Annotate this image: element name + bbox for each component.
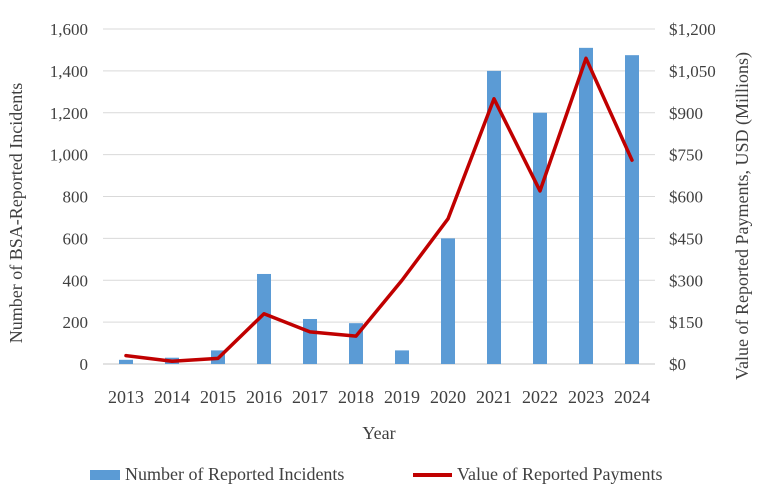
right-axis-tick-label: $450	[669, 229, 703, 248]
legend-bar-swatch-icon	[90, 470, 120, 480]
x-axis-tick-label: 2021	[476, 387, 512, 407]
right-axis-tick-label: $1,050	[669, 62, 716, 81]
left-axis-tick-label: 1,400	[50, 62, 88, 81]
left-axis-tick-label: 1,200	[50, 104, 88, 123]
x-axis-title: Year	[362, 423, 395, 443]
x-axis-tick-label: 2020	[430, 387, 466, 407]
legend-line-label: Value of Reported Payments	[457, 464, 662, 484]
right-axis-tick-label: $1,200	[669, 20, 716, 39]
right-axis-title: Value of Reported Payments, USD (Million…	[732, 52, 753, 380]
bar-2017	[303, 318, 317, 364]
left-axis-tick-label: 400	[63, 271, 89, 290]
bar-2022	[533, 112, 547, 364]
payments-line	[124, 56, 634, 363]
left-axis-tick-label: 600	[63, 229, 89, 248]
x-axis-tick-label: 2016	[246, 387, 282, 407]
x-axis-tick-label: 2015	[200, 387, 236, 407]
right-axis-tick-label: $750	[669, 146, 703, 165]
right-axis-tick-label: $300	[669, 271, 703, 290]
plot-area: 0 $0 200 $150 400 $300 600 $450 800 $600 1,000 $750…	[50, 20, 716, 407]
left-axis-tick-label: 1,000	[50, 146, 88, 165]
left-axis-tick-label: 800	[63, 188, 89, 207]
bar-2013	[119, 359, 133, 364]
left-axis-tick-label: 200	[63, 313, 89, 332]
x-axis-tick-label: 2017	[292, 387, 328, 407]
bar-2019	[395, 350, 409, 364]
x-axis-tick-label: 2019	[384, 387, 420, 407]
right-axis-tick-label: $900	[669, 104, 703, 123]
right-axis-tick-label: $600	[669, 188, 703, 207]
bar-2023	[579, 47, 593, 364]
left-axis-title: Number of BSA-Reported Incidents	[6, 83, 26, 343]
x-axis-tick-label: 2013	[108, 387, 144, 407]
x-axis-tick-label: 2022	[522, 387, 558, 407]
x-axis-tick-label: 2014	[154, 387, 190, 407]
x-axis-tick-label: 2024	[614, 387, 650, 407]
bar-2020	[441, 238, 455, 364]
left-axis-tick-label: 1,600	[50, 20, 88, 39]
left-axis-tick-label: 0	[80, 355, 89, 374]
right-axis-tick-label: $150	[669, 313, 703, 332]
legend: Number of Reported Incidents Value of Re…	[90, 464, 662, 484]
x-axis-tick-label: 2018	[338, 387, 374, 407]
right-axis-tick-label: $0	[669, 355, 686, 374]
legend-bar-label: Number of Reported Incidents	[125, 464, 344, 484]
x-axis-tick-label: 2023	[568, 387, 604, 407]
bar-2024	[625, 55, 639, 364]
bar-2021	[487, 70, 501, 364]
bar-2016	[257, 273, 271, 364]
